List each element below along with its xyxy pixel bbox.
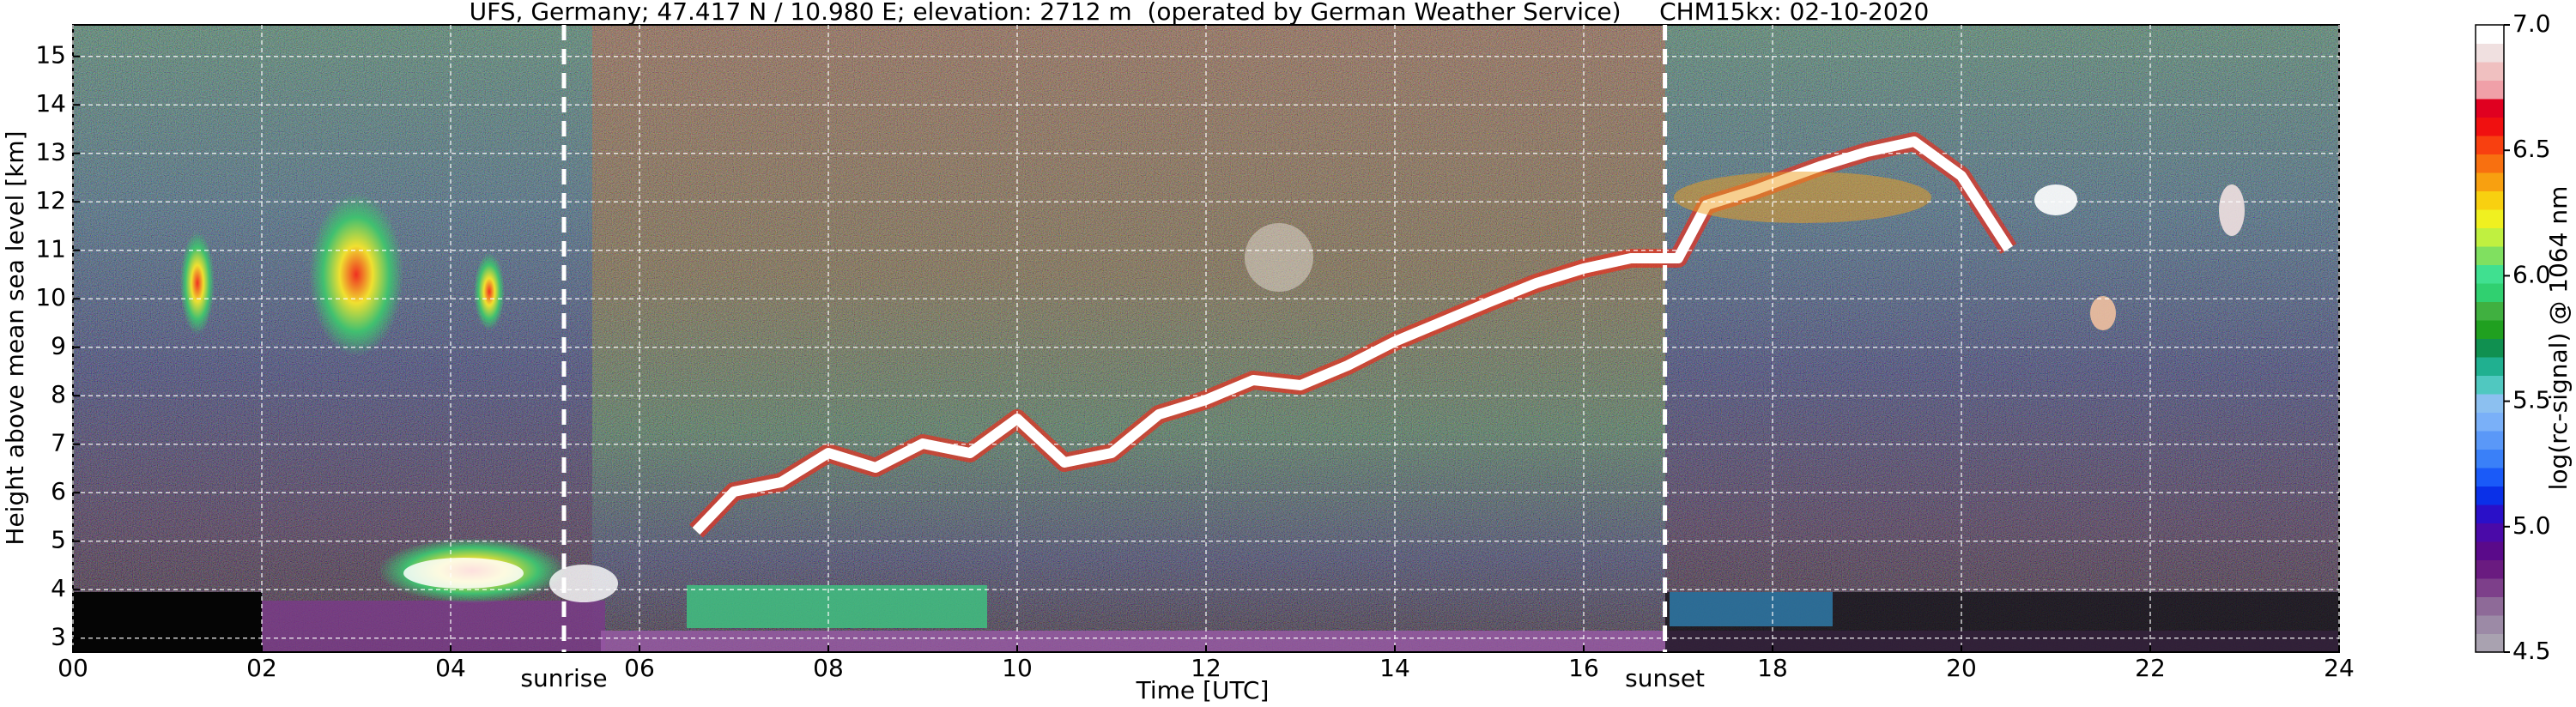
- x-tick-label: 20: [1946, 654, 1977, 682]
- x-tick-label: 02: [246, 654, 277, 682]
- y-tick-label: 9: [51, 332, 66, 360]
- colorbar-bin: [2476, 633, 2504, 653]
- colorbar-tick-label: 4.5: [2512, 637, 2551, 665]
- colorbar-tick-label: 7.0: [2512, 9, 2551, 38]
- y-tick-label: 10: [35, 283, 66, 311]
- annotation-label: sunset: [1625, 664, 1705, 692]
- y-tick-label: 6: [51, 477, 66, 505]
- colorbar-bin: [2476, 486, 2504, 505]
- y-tick-label: 11: [35, 235, 66, 263]
- y-tick-label: 4: [51, 574, 66, 602]
- x-tick-label: 14: [1379, 654, 1410, 682]
- chart-title: UFS, Germany; 47.417 N / 10.980 E; eleva…: [470, 0, 1930, 26]
- x-tick-label: 24: [2324, 654, 2355, 682]
- colorbar-bin: [2476, 80, 2504, 100]
- x-tick-label: 06: [624, 654, 655, 682]
- colorbar-tick-label: 5.0: [2512, 511, 2551, 540]
- colorbar-bin: [2476, 227, 2504, 247]
- y-tick-label: 7: [51, 429, 66, 457]
- colorbar-bin: [2476, 412, 2504, 432]
- colorbar-bin: [2476, 505, 2504, 523]
- y-tick-label: 15: [35, 41, 66, 69]
- y-tick-label: 3: [51, 623, 66, 651]
- x-tick-label: 00: [58, 654, 88, 682]
- colorbar-bin: [2476, 541, 2504, 560]
- x-tick-label: 08: [813, 654, 844, 682]
- x-tick-label: 22: [2135, 654, 2166, 682]
- colorbar-bin: [2476, 338, 2504, 358]
- colorbar-tick-label: 5.5: [2512, 386, 2551, 414]
- colorbar-bin: [2476, 559, 2504, 579]
- colorbar-bin: [2476, 43, 2504, 63]
- y-axis-label: Height above mean sea level [km]: [1, 130, 29, 545]
- colorbar-bin: [2476, 154, 2504, 173]
- y-tick-label: 13: [35, 138, 66, 166]
- x-tick-label: 12: [1191, 654, 1221, 682]
- colorbar-bin: [2476, 468, 2504, 486]
- y-tick-label: 14: [35, 89, 66, 118]
- colorbar-bin: [2476, 25, 2504, 44]
- colorbar-bin: [2476, 62, 2504, 81]
- y-tick-label: 5: [51, 526, 66, 554]
- colorbar-bin: [2476, 394, 2504, 413]
- colorbar-bin: [2476, 99, 2504, 118]
- colorbar-tick-label: 6.5: [2512, 135, 2551, 163]
- colorbar-bin: [2476, 136, 2504, 154]
- colorbar-bin: [2476, 246, 2504, 265]
- x-axis-label: Time [UTC]: [1136, 676, 1270, 704]
- colorbar-bin: [2476, 596, 2504, 616]
- annotation-label: sunrise: [520, 664, 607, 692]
- y-tick-label: 12: [35, 186, 66, 215]
- colorbar-bin: [2476, 301, 2504, 321]
- colorbar-bin: [2476, 190, 2504, 210]
- colorbar-bin: [2476, 357, 2504, 376]
- colorbar-bin: [2476, 283, 2504, 302]
- colorbar-frame: [2475, 24, 2505, 653]
- colorbar-bin: [2476, 615, 2504, 634]
- x-tick-label: 10: [1002, 654, 1033, 682]
- x-tick-label: 18: [1757, 654, 1788, 682]
- colorbar-bin: [2476, 264, 2504, 284]
- colorbar-bin: [2476, 375, 2504, 395]
- x-tick-label: 16: [1568, 654, 1599, 682]
- colorbar-bin: [2476, 172, 2504, 191]
- colorbar-bin: [2476, 431, 2504, 450]
- colorbar-bin: [2476, 117, 2504, 136]
- colorbar-bin: [2476, 578, 2504, 597]
- x-tick-label: 04: [435, 654, 466, 682]
- colorbar-bin: [2476, 523, 2504, 542]
- colorbar-tick-label: 6.0: [2512, 260, 2551, 288]
- colorbar-bin: [2476, 320, 2504, 339]
- colorbar-bin: [2476, 449, 2504, 468]
- colorbar-bin: [2476, 209, 2504, 228]
- colorbar-label: log(rc-signal) @ 1064 nm: [2544, 186, 2573, 491]
- y-tick-label: 8: [51, 380, 66, 408]
